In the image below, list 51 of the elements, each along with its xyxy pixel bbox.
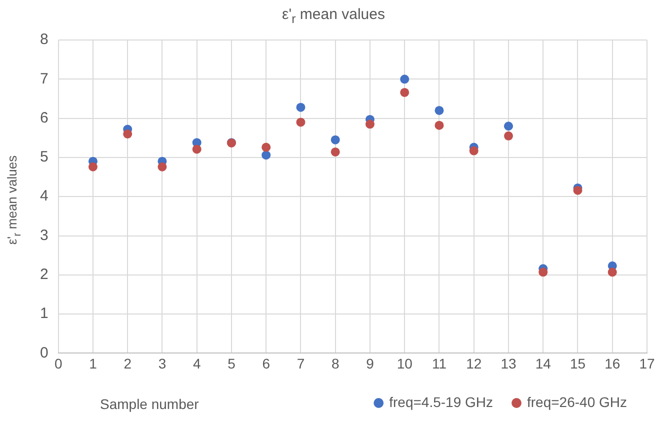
point	[296, 102, 306, 112]
x-tick-label: 2	[124, 355, 132, 372]
y-tick-label: 6	[40, 109, 48, 126]
x-tick-label: 16	[604, 355, 620, 372]
y-tick-label: 8	[40, 31, 48, 48]
point	[504, 131, 513, 140]
x-tick-label: 8	[331, 355, 340, 372]
point	[538, 268, 548, 277]
legend-label: freq=26-40 GHz	[527, 394, 628, 410]
point	[573, 186, 582, 195]
point	[330, 135, 340, 144]
point	[88, 162, 98, 172]
point	[365, 120, 374, 129]
x-tick-label: 0	[54, 355, 62, 372]
chart-title: ε'$_{r}$ mean values	[281, 6, 386, 26]
point	[504, 122, 513, 131]
x-tick-label: 11	[432, 355, 447, 372]
y-tick-label: 1	[40, 305, 48, 322]
point	[434, 106, 444, 115]
legend-label: freq=4.5-19 GHz	[389, 394, 494, 410]
point	[400, 74, 410, 84]
point	[608, 268, 617, 277]
point	[330, 147, 340, 156]
x-tick-label: 10	[396, 355, 413, 372]
x-tick-label: 12	[466, 355, 482, 372]
y-tick-label: 7	[40, 70, 48, 88]
point	[296, 118, 306, 127]
x-tick-label: 15	[570, 355, 586, 372]
point	[123, 129, 132, 138]
point	[262, 142, 271, 152]
point	[158, 162, 167, 172]
y-tick-label: 5	[40, 148, 48, 166]
x-tick-label: 13	[500, 355, 516, 372]
x-tick-label: 3	[158, 355, 166, 372]
x-axis-title: Sample number	[100, 396, 199, 412]
point	[262, 150, 271, 160]
x-tick-label: 5	[228, 355, 236, 372]
x-tick-label: 9	[366, 355, 374, 372]
point	[400, 88, 410, 97]
y-tick-label: 4	[40, 188, 48, 205]
x-tick-label: 1	[89, 355, 98, 372]
y-tick-label: 3	[40, 226, 48, 244]
point	[434, 120, 444, 130]
point	[469, 146, 478, 156]
x-tick-label: 14	[535, 355, 552, 372]
x-tick-label: 4	[192, 355, 201, 372]
point	[192, 144, 202, 154]
x-tick-label: 17	[639, 355, 655, 372]
x-tick-label: 7	[296, 355, 305, 372]
x-tick-label: 6	[262, 355, 270, 372]
y-tick-label: 2	[40, 266, 48, 284]
